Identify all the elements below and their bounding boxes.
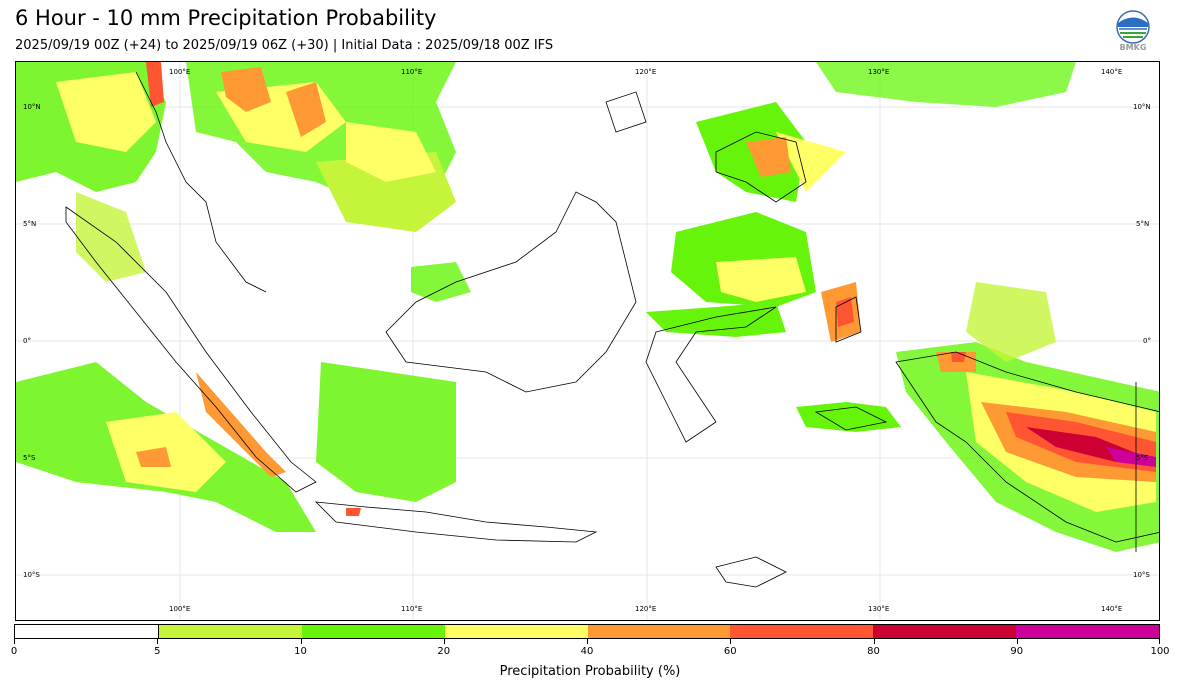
- colorbar-title: Precipitation Probability (%): [499, 664, 681, 679]
- colorbar-tick-label: 60: [723, 646, 737, 657]
- chart-title: 6 Hour - 10 mm Precipitation Probability: [15, 6, 437, 30]
- lon-bottom-label: 110°E: [401, 605, 423, 613]
- chart-subtitle: 2025/09/19 00Z (+24) to 2025/09/19 06Z (…: [15, 38, 554, 53]
- colorbar-tick: [730, 639, 732, 644]
- lat-right-label: 0°: [1143, 337, 1151, 345]
- lon-bottom-label: 130°E: [868, 605, 890, 613]
- map-panel: 100°E 110°E 120°E 130°E 140°E 100°E 110°…: [15, 61, 1160, 621]
- colorbar-tick: [157, 639, 159, 644]
- lon-bottom-label: 120°E: [635, 605, 657, 613]
- lat-right-label: 5°N: [1136, 220, 1150, 228]
- colorbar-segment: [873, 625, 1017, 638]
- lat-left-label: 5°S: [23, 454, 36, 462]
- colorbar-segment: [158, 625, 302, 638]
- lon-top-label: 100°E: [169, 68, 191, 76]
- lat-left-label: 0°: [23, 337, 31, 345]
- colorbar-segment: [587, 625, 731, 638]
- colorbar: [14, 624, 1160, 639]
- colorbar-tick: [1159, 639, 1160, 644]
- colorbar-tick: [873, 639, 875, 644]
- lat-right-label: 10°N: [1133, 103, 1151, 111]
- lat-right-label: 10°S: [1133, 571, 1150, 579]
- lat-left-label: 10°N: [23, 103, 41, 111]
- lon-bottom-label: 140°E: [1101, 605, 1123, 613]
- colorbar-segment: [301, 625, 445, 638]
- colorbar-tick-label: 20: [437, 646, 451, 657]
- colorbar-tick-label: 10: [294, 646, 307, 657]
- lon-top-label: 120°E: [635, 68, 657, 76]
- lat-left-label: 10°S: [23, 571, 40, 579]
- colorbar-segment: [15, 625, 159, 638]
- colorbar-tick-label: 90: [1010, 646, 1024, 657]
- colorbar-tick-label: 40: [580, 646, 594, 657]
- colorbar-tick: [1016, 639, 1018, 644]
- colorbar-tick: [14, 639, 15, 644]
- colorbar-tick: [443, 639, 445, 644]
- lat-right-label: 5°S: [1136, 454, 1149, 462]
- lon-top-label: 140°E: [1101, 68, 1123, 76]
- colorbar-tick: [300, 639, 302, 644]
- colorbar-segment: [444, 625, 588, 638]
- colorbar-tick-label: 0: [10, 646, 18, 657]
- colorbar-tick-label: 100: [1150, 646, 1170, 657]
- colorbar-tick-label: 5: [154, 646, 161, 657]
- precipitation-map: [16, 62, 1159, 620]
- precip-red-areas: [146, 62, 1156, 516]
- lon-top-label: 110°E: [401, 68, 423, 76]
- colorbar-tick: [587, 639, 588, 644]
- logo-text: BMKG: [1119, 43, 1147, 52]
- lon-top-label: 130°E: [868, 68, 890, 76]
- bmkg-logo-icon: [1116, 10, 1150, 44]
- lat-left-label: 5°N: [23, 220, 37, 228]
- coastlines: [65, 71, 1159, 588]
- colorbar-segment: [730, 625, 874, 638]
- lon-bottom-label: 100°E: [169, 605, 191, 613]
- colorbar-tick-label: 80: [867, 646, 880, 657]
- colorbar-segment: [1016, 625, 1159, 638]
